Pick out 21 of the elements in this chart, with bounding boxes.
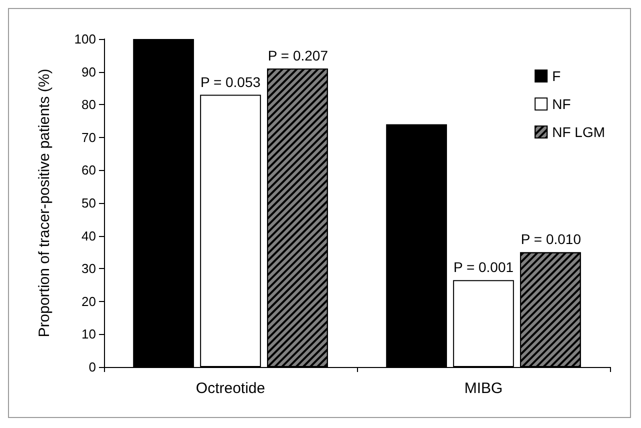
annotation: P = 0.001 [453,259,514,276]
y-tick-label: 50 [82,196,96,210]
y-tick-label: 40 [82,228,96,244]
x-tick-label: MIBG [464,380,503,397]
y-tick-label: 60 [82,162,96,178]
y-tick-label: 70 [82,130,96,145]
legend-label: F [552,68,561,84]
y-tick-label: 0 [88,360,96,374]
annotation: P = 0.053 [200,74,261,90]
y-tick-label: 20 [82,294,96,309]
annotation: P = 0.207 [268,48,328,64]
y-tick-label: 90 [82,64,96,80]
annotation: P = 0.010 [520,231,582,248]
y-tick-label: 80 [82,97,96,112]
y-tick-label: 100 [74,32,96,46]
y-axis-title: Proportion of tracer-positive patients (%) [36,68,53,338]
y-tick-label: 30 [82,261,96,276]
y-tick-label: 10 [82,326,96,342]
x-tick-label: Octreotide [196,380,266,397]
legend-label: NF [552,96,571,112]
legend-label: NF LGM [552,124,605,140]
